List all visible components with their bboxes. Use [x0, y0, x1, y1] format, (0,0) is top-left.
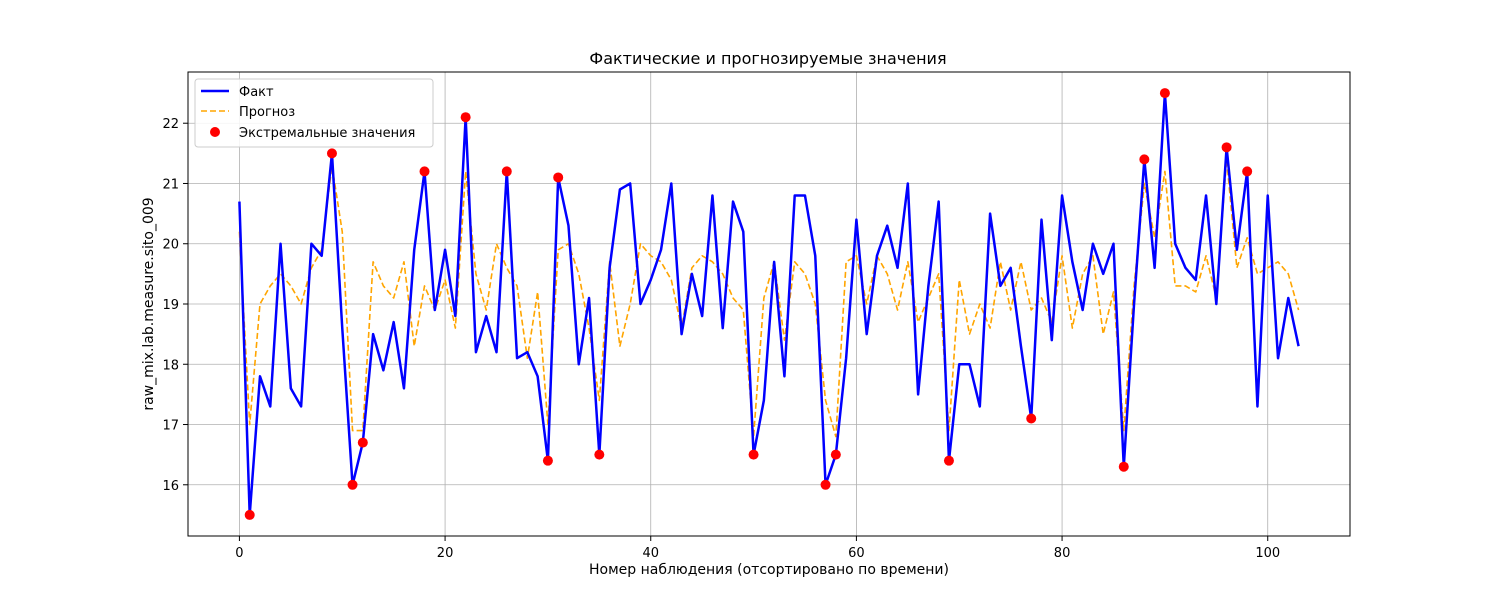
extreme-point [1242, 166, 1253, 177]
extreme-point [1118, 461, 1129, 472]
extreme-point [419, 166, 430, 177]
extreme-point [347, 479, 358, 490]
extreme-point [244, 509, 255, 520]
extreme-point [830, 449, 841, 460]
series-fact-line [238, 91, 1300, 517]
extreme-point [553, 172, 564, 183]
extreme-point [820, 479, 831, 490]
axis-ticks: 0 20 40 60 80 100 16 17 18 19 20 21 22 [162, 117, 1280, 561]
extreme-point [594, 449, 605, 460]
legend-label-fact: Факт [239, 85, 274, 100]
legend-label-forecast: Прогноз [239, 105, 295, 120]
x-tick-label: 60 [848, 546, 865, 561]
extreme-point [748, 449, 759, 460]
y-tick-label: 21 [162, 177, 179, 192]
extreme-point [1139, 154, 1150, 165]
series-lines [238, 91, 1300, 517]
legend: Факт Прогноз Экстремальные значения [194, 78, 434, 148]
y-axis-title: raw_mix.lab.measure.sito_009 [141, 197, 157, 410]
extreme-point [1026, 413, 1037, 424]
x-tick-label: 80 [1054, 546, 1071, 561]
y-tick-label: 22 [162, 117, 179, 132]
y-tick-label: 18 [162, 358, 179, 373]
chart-title: Фактические и прогнозируемые значения [589, 49, 946, 68]
extreme-points [244, 88, 1253, 520]
x-tick-label: 40 [642, 546, 659, 561]
x-tick-label: 0 [235, 546, 243, 561]
extreme-point [501, 166, 512, 177]
extreme-point [1159, 88, 1170, 99]
x-tick-label: 20 [437, 546, 454, 561]
extreme-point [460, 112, 471, 123]
x-tick-label: 100 [1255, 546, 1280, 561]
extreme-point [326, 148, 337, 159]
extreme-point [357, 437, 368, 448]
series-forecast-line [238, 158, 1300, 438]
extreme-point [542, 455, 553, 466]
y-tick-label: 17 [162, 419, 179, 434]
x-axis-title: Номер наблюдения (отсортировано по време… [589, 562, 949, 578]
legend-swatch-extremes [210, 127, 220, 137]
y-tick-label: 20 [162, 238, 179, 253]
grid-lines [188, 72, 1350, 536]
y-tick-label: 19 [162, 298, 179, 313]
extreme-point [1221, 142, 1232, 153]
extreme-point [943, 455, 954, 466]
legend-box [194, 78, 434, 148]
legend-label-extremes: Экстремальные значения [239, 126, 415, 141]
y-tick-label: 16 [162, 479, 179, 494]
